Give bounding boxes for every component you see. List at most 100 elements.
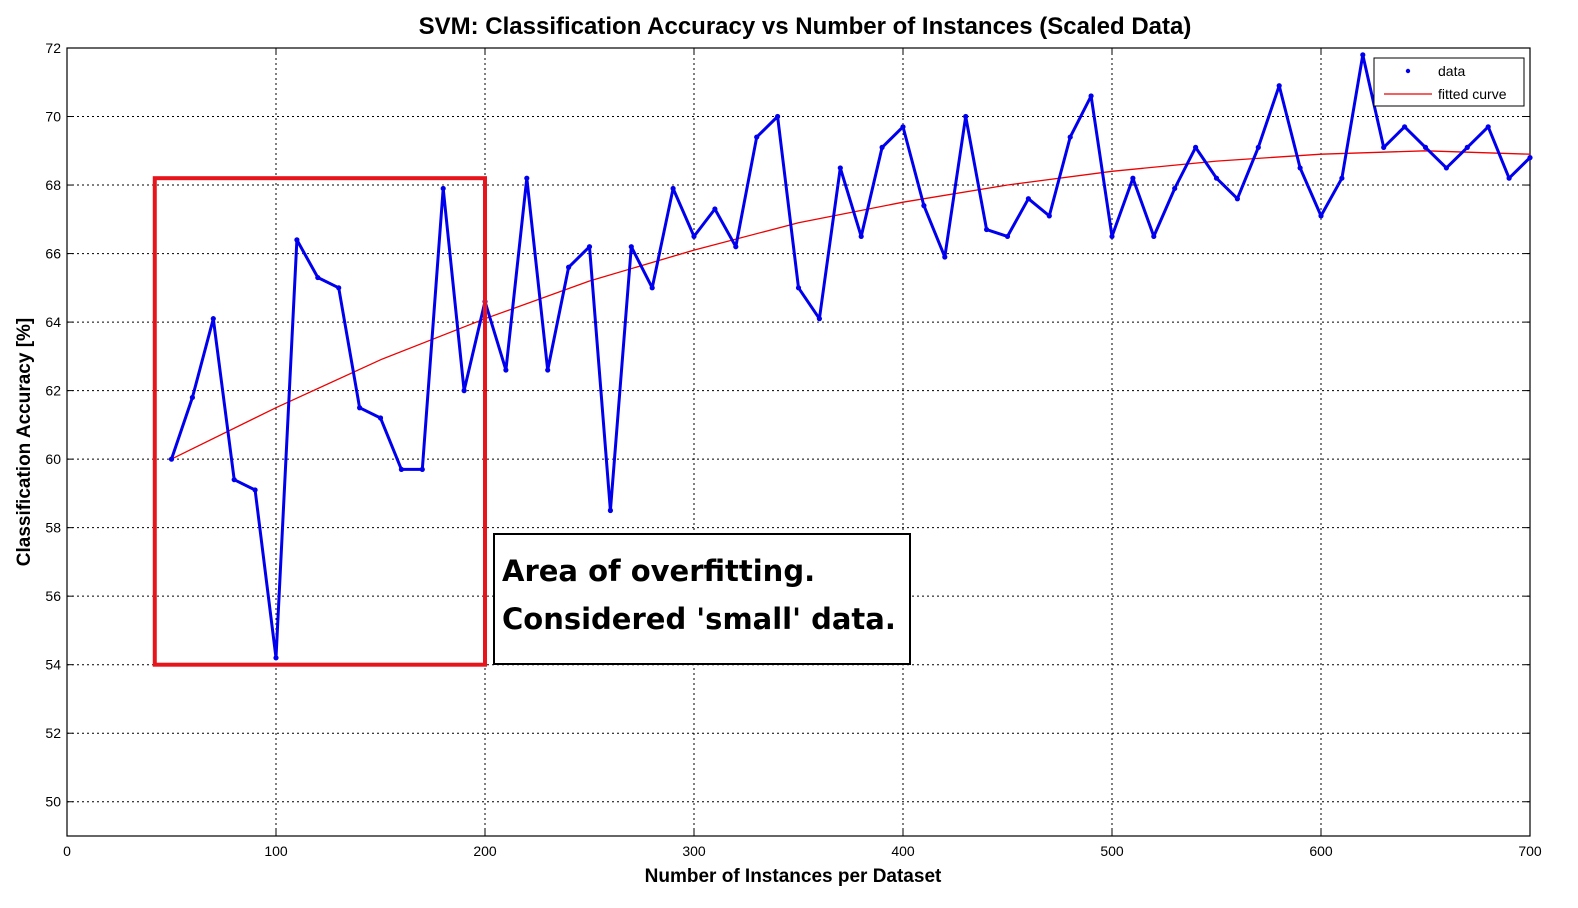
data-point (712, 206, 718, 212)
x-tick-label: 400 (891, 843, 915, 859)
data-point (398, 466, 404, 473)
data-point (252, 487, 258, 493)
data-point (1485, 124, 1491, 130)
data-point (419, 466, 425, 473)
data-point (273, 655, 279, 661)
axis-ticks: 0 100 200 300 400 500 600 700 50 52 54 56 58 60 62 64 66… (45, 40, 1541, 859)
y-tick-label: 56 (45, 588, 61, 604)
data-point (1088, 93, 1094, 99)
data-point (775, 113, 781, 120)
data-point (858, 233, 864, 240)
data-point (816, 316, 823, 322)
data-point (315, 274, 321, 281)
y-tick-label: 66 (45, 246, 61, 262)
data-point (357, 405, 363, 411)
data-point (1046, 213, 1052, 219)
y-tick-label: 70 (45, 109, 61, 125)
data-point (1151, 233, 1157, 240)
data-point (942, 254, 948, 260)
annotation-line-1: Area of overfitting. (502, 554, 815, 588)
x-tick-label: 700 (1518, 843, 1542, 859)
data-point (900, 124, 906, 130)
y-axis-label: Classification Accuracy [%] (14, 318, 35, 567)
y-tick-label: 62 (45, 383, 61, 399)
data-point (440, 185, 446, 192)
data-point (1297, 165, 1303, 171)
y-tick-label: 58 (45, 520, 61, 536)
data-point (795, 285, 802, 291)
chart-title: SVM: Classification Accuracy vs Number o… (419, 13, 1192, 40)
legend-label-data: data (1438, 63, 1465, 79)
data-point (1443, 165, 1449, 171)
x-tick-label: 600 (1309, 843, 1333, 859)
data-point (1339, 175, 1345, 181)
data-point (1422, 144, 1429, 150)
x-axis-label: Number of Instances per Dataset (645, 866, 942, 887)
overfitting-highlight-box (152, 176, 487, 667)
y-tick-label: 60 (45, 451, 61, 467)
data-point (524, 175, 530, 181)
data-point (1234, 196, 1240, 202)
data-point (189, 394, 195, 401)
data-point (503, 367, 509, 373)
data-point (1506, 175, 1512, 181)
y-tick-label: 72 (45, 40, 61, 56)
data-point (1381, 144, 1387, 150)
series-line-fitted-curve (171, 150, 1531, 460)
legend-marker-data (1405, 68, 1411, 74)
series-layer (168, 52, 1533, 661)
x-tick-label: 100 (264, 843, 288, 859)
y-tick-label: 52 (45, 725, 61, 741)
data-point (294, 237, 300, 243)
data-point (336, 285, 342, 291)
x-tick-label: 300 (682, 843, 706, 859)
data-point (1255, 144, 1261, 150)
data-point (1067, 134, 1073, 140)
data-point (1004, 233, 1011, 240)
data-point (1276, 83, 1282, 89)
data-point (879, 144, 885, 150)
annotation-callout: Area of overfitting. Considered 'small' … (493, 533, 911, 665)
data-point (921, 203, 927, 209)
data-point (1193, 144, 1199, 150)
data-point (837, 165, 843, 171)
x-tick-label: 500 (1100, 843, 1124, 859)
data-point (377, 415, 384, 421)
data-point (168, 456, 175, 462)
data-point (1360, 52, 1366, 58)
data-point (1025, 196, 1031, 202)
data-point (1109, 233, 1115, 240)
data-point (586, 244, 593, 250)
data-point (1172, 185, 1178, 192)
annotation-box (493, 533, 911, 665)
data-point (1402, 124, 1408, 130)
data-point (545, 367, 551, 373)
data-point (1464, 144, 1470, 150)
series-line-data (170, 53, 1532, 660)
legend-box (1373, 57, 1525, 107)
data-point (691, 233, 697, 240)
legend-label-fitted-curve: fitted curve (1438, 86, 1507, 102)
data-point (984, 226, 990, 233)
data-point (1318, 213, 1324, 219)
annotation-line-2: Considered 'small' data. (502, 602, 896, 636)
plot-frame (66, 47, 1531, 837)
x-tick-label: 0 (63, 843, 71, 859)
y-tick-label: 64 (45, 314, 61, 330)
data-point (566, 264, 572, 270)
data-point (231, 477, 237, 483)
data-point (963, 113, 969, 120)
data-point (607, 507, 614, 514)
y-tick-label: 54 (45, 657, 61, 673)
legend: data fitted curve (1373, 57, 1525, 107)
y-tick-label: 50 (45, 794, 61, 810)
data-point (1213, 175, 1220, 181)
data-point (1130, 175, 1136, 181)
data-point (733, 244, 739, 250)
data-point (670, 185, 676, 192)
data-point (210, 316, 216, 322)
data-point (754, 134, 760, 140)
y-tick-label: 68 (45, 177, 61, 193)
x-tick-label: 200 (473, 843, 497, 859)
